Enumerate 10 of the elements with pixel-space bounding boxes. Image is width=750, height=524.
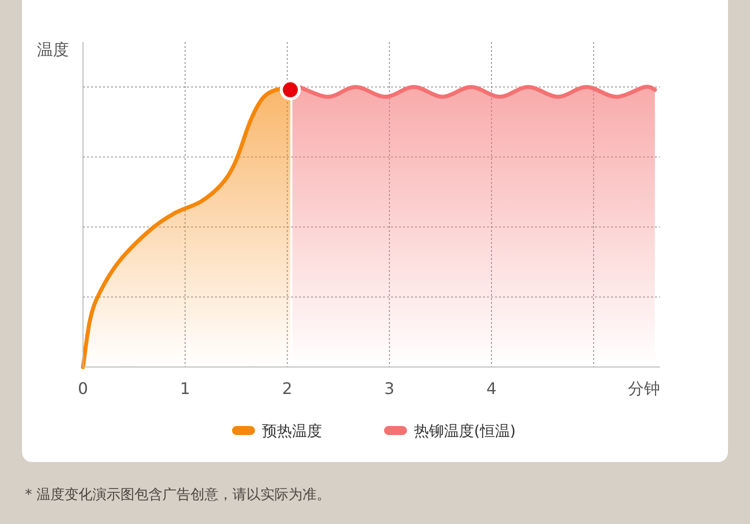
x-tick-label: 2 [282, 379, 292, 398]
text: * 温度变化演示图包含广告创意，请以实际为准。 [25, 487, 330, 503]
legend-label: 预热温度 [262, 422, 322, 440]
x-axis-title: 分钟 [628, 379, 660, 398]
legend-label: 热铆温度(恒温) [414, 422, 516, 440]
x-tick-label: 1 [180, 379, 190, 398]
x-tick-label: 0 [78, 379, 88, 398]
x-tick-label: 3 [384, 379, 394, 398]
x-tick-label: 4 [486, 379, 497, 398]
y-axis-title: 温度 [37, 40, 69, 59]
